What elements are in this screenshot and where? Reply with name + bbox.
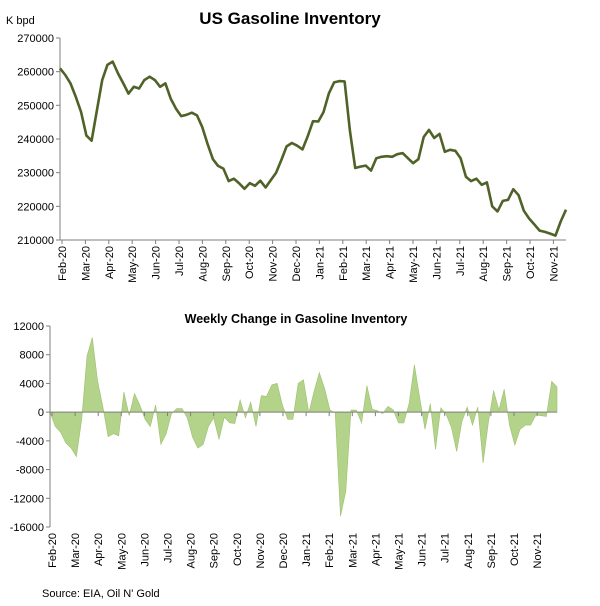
weekly-change-y-tick-label: -16000	[10, 522, 44, 534]
weekly-change-x-tick-label: Feb-20	[47, 533, 59, 568]
weekly-change-x-tick-label: Jan-21	[301, 533, 313, 567]
inventory-axes	[56, 37, 566, 244]
inventory-chart-title: US Gasoline Inventory	[199, 9, 381, 28]
inventory-y-tick-label: 260000	[17, 67, 54, 79]
weekly-change-x-tick-label: Apr-20	[93, 533, 105, 566]
weekly-change-y-tick-label: 12000	[13, 321, 44, 333]
inventory-x-tick-label: Jun-20	[151, 246, 163, 280]
inventory-x-tick-label: Aug-20	[197, 246, 209, 281]
inventory-x-tick-label: Oct-20	[244, 246, 256, 279]
weekly-change-chart-title: Weekly Change in Gasoline Inventory	[185, 312, 408, 326]
weekly-change-x-tick-label: Dec-20	[278, 533, 290, 568]
weekly-change-x-tick-label: Mar-21	[347, 533, 359, 568]
inventory-x-tick-label: Jan-21	[314, 246, 326, 280]
weekly-change-x-tick-label: Jun-21	[417, 533, 429, 567]
inventory-y-tick-label: 240000	[17, 134, 54, 146]
weekly-change-y-tick-labels: -16000 -12000 -8000 -4000 0 4000 8000 12000	[10, 321, 44, 534]
weekly-change-x-tick-label: May-20	[116, 533, 128, 570]
weekly-change-x-tick-label: Mar-20	[70, 533, 82, 568]
inventory-x-tick-label: Dec-20	[291, 246, 303, 281]
weekly-change-series	[49, 337, 558, 517]
inventory-x-tick-label: Sep-21	[502, 246, 514, 281]
inventory-x-tick-label: Jun-21	[431, 246, 443, 280]
inventory-x-tick-label: Sep-20	[221, 246, 233, 281]
inventory-y-tick-label: 220000	[17, 201, 54, 213]
weekly-change-x-tick-label: Feb-21	[324, 533, 336, 568]
weekly-change-y-tick-label: -4000	[16, 436, 44, 448]
weekly-change-x-tick-label: Sep-21	[486, 533, 498, 568]
inventory-x-tick-label: Apr-20	[104, 246, 116, 279]
weekly-change-y-tick-label: 4000	[20, 378, 44, 390]
inventory-unit-label: K bpd	[6, 15, 35, 27]
inventory-x-tick-label: Nov-21	[548, 246, 560, 281]
weekly-change-y-tick-label: -12000	[10, 493, 44, 505]
weekly-change-x-tick-label: Jul-20	[163, 533, 175, 563]
weekly-change-y-tick-label: 8000	[20, 350, 44, 362]
weekly-change-x-tick-label: Sep-20	[209, 533, 221, 568]
weekly-change-x-tick-label: Aug-20	[186, 533, 198, 568]
weekly-change-x-tick-label: Oct-20	[232, 533, 244, 566]
inventory-x-tick-labels: Feb-20 Mar-20 Apr-20 May-20 Jun-20 Jul-20 Aug-…	[57, 246, 560, 283]
weekly-change-x-tick-label: Jun-20	[139, 533, 151, 567]
weekly-change-x-tick-label: Oct-21	[509, 533, 521, 566]
weekly-change-x-tick-label: Nov-20	[255, 533, 267, 568]
inventory-x-tick-label: May-21	[408, 246, 420, 283]
inventory-y-tick-labels: 210000 220000 230000 240000 250000 260000 2700…	[17, 33, 54, 247]
inventory-x-tick-label: Mar-21	[361, 246, 373, 281]
weekly-change-area	[49, 337, 558, 517]
weekly-change-y-tick-label: 0	[38, 407, 44, 419]
weekly-change-x-tick-label: Jul-21	[440, 533, 452, 563]
inventory-x-tick-label: Oct-21	[525, 246, 537, 279]
inventory-y-tick-label: 210000	[17, 235, 54, 247]
source-note: Source: EIA, Oil N' Gold	[42, 588, 160, 600]
inventory-x-tick-label: Mar-20	[80, 246, 92, 281]
inventory-x-tick-label: Jul-20	[174, 246, 186, 276]
inventory-x-tick-label: Aug-21	[478, 246, 490, 281]
weekly-change-x-tick-label: Nov-21	[532, 533, 544, 568]
inventory-x-tick-label: Jul-21	[455, 246, 467, 276]
inventory-x-tick-label: Nov-20	[268, 246, 280, 281]
inventory-x-tick-label: Feb-21	[338, 246, 350, 281]
inventory-x-tick-label: May-20	[127, 246, 139, 283]
inventory-x-tick-label: Feb-20	[57, 246, 69, 281]
inventory-y-tick-label: 270000	[17, 33, 54, 45]
inventory-y-tick-label: 250000	[17, 100, 54, 112]
inventory-series	[58, 60, 568, 237]
inventory-x-tick-label: Apr-21	[385, 246, 397, 279]
weekly-change-axes	[46, 325, 557, 528]
weekly-change-y-tick-label: -8000	[16, 465, 44, 477]
inventory-chart: US Gasoline Inventory K bpd 210000 220000…	[6, 9, 568, 283]
weekly-change-x-tick-labels: Feb-20 Mar-20 Apr-20 May-20 Jun-20 Jul-20 Aug-…	[47, 533, 544, 570]
inventory-line	[58, 60, 568, 237]
weekly-change-x-tick-label: May-21	[394, 533, 406, 570]
weekly-change-chart: Weekly Change in Gasoline Inventory -160…	[10, 312, 558, 570]
weekly-change-x-tick-label: Aug-21	[463, 533, 475, 568]
inventory-y-tick-label: 230000	[17, 168, 54, 180]
weekly-change-x-tick-label: Apr-21	[370, 533, 382, 566]
